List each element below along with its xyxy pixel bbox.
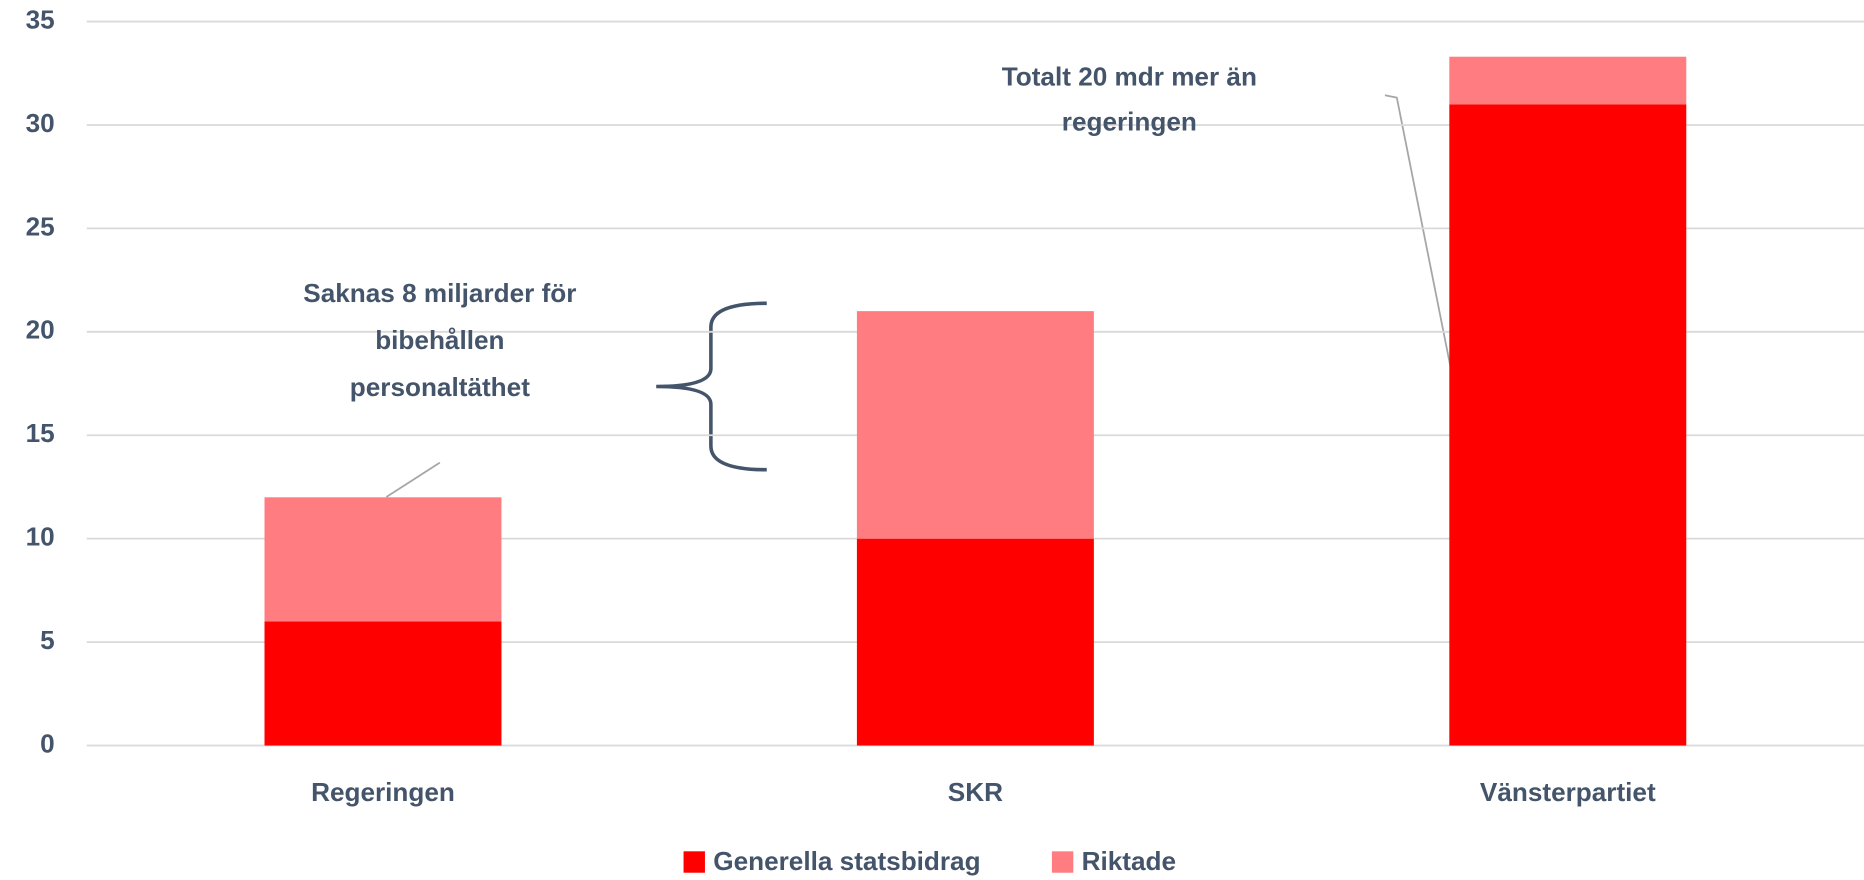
x-tick-label: SKR <box>948 777 1003 807</box>
legend-swatch <box>683 851 705 873</box>
annotation: Totalt 20 mdr mer än <box>1002 62 1257 92</box>
annotation: bibehållen <box>375 325 504 355</box>
y-tick-label: 0 <box>40 728 55 758</box>
leader-line <box>1384 94 1464 426</box>
y-tick-label: 25 <box>26 211 55 241</box>
legend-label: Generella statsbidrag <box>713 846 980 876</box>
annotation: regeringen <box>1062 107 1197 137</box>
legend-swatch <box>1051 851 1074 873</box>
bar-segment <box>264 497 502 622</box>
annotation: personaltäthet <box>350 372 530 402</box>
annotation: Saknas 8 miljarder för <box>303 278 576 308</box>
legend-label: Riktade <box>1082 846 1176 876</box>
y-tick-label: 35 <box>26 4 55 34</box>
bar-segment <box>856 311 1094 539</box>
x-tick-label: Regeringen <box>311 777 455 807</box>
brace <box>656 301 767 472</box>
y-tick-label: 10 <box>26 522 55 552</box>
x-tick-label: Vänsterpartiet <box>1480 777 1656 807</box>
bar-segment <box>264 621 502 746</box>
y-tick-label: 20 <box>26 315 55 345</box>
bar-segment <box>1449 104 1687 746</box>
bar-segment <box>856 538 1094 746</box>
leader-line <box>385 461 441 498</box>
y-tick-label: 5 <box>40 625 55 655</box>
bar-segment <box>1449 56 1687 105</box>
y-tick-label: 30 <box>26 108 55 138</box>
y-tick-label: 15 <box>26 418 55 448</box>
